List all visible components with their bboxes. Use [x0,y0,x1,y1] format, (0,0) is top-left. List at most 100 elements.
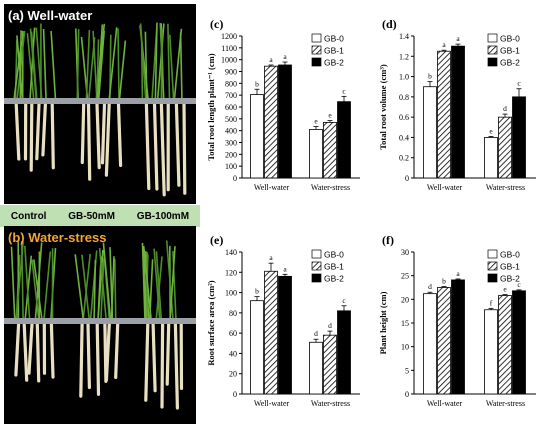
legend-label: GB-1 [500,262,520,272]
y-tick-label: 300 [225,139,237,148]
y-tick-label: 0 [233,390,237,399]
root-strand [35,102,41,161]
bar [451,279,465,395]
y-tick-label: 200 [225,150,237,159]
leaf-blade [139,23,147,99]
legend-swatch [311,249,322,259]
leaf-blade [157,23,165,99]
bar [250,300,264,395]
bar [278,64,292,179]
chart-d-svg: (d) 0 0.2 0.4 0.6 0.8 1.0 1.2 1.4 Total root volu… [378,17,536,192]
root-strand [86,322,91,390]
bar [484,309,498,395]
leaf-blade [81,254,90,319]
leaf-blade [108,27,118,99]
legend-label: GB-1 [500,46,520,56]
leaf-blade [50,30,57,99]
chart-d: (d) 0 0.2 0.4 0.6 0.8 1.0 1.2 1.4 Total root volu… [372,0,548,212]
y-tick-label: 1.2 [399,52,409,61]
leaf-blade [16,35,24,99]
root-strand [86,102,92,181]
significance-letter: e [489,126,493,135]
bar [264,270,278,395]
leaf-blade [144,31,148,99]
x-tick-label: Well-water [427,399,463,408]
leaf-blade [160,29,163,99]
significance-letter: a [269,253,273,262]
legend-swatch [487,273,498,283]
y-tick-label: 400 [225,127,237,136]
leaf-blade [179,32,183,99]
root-strand [95,102,101,170]
y-tick-label: 60 [229,329,237,338]
panel-letter: (f) [382,233,394,247]
leaf-blade [10,246,16,319]
chart-c: (c) 0 100 200 300 400 500 600 700 800 900 1000 1100 1… [200,0,372,212]
bar [437,50,451,179]
y-tick-label: 900 [225,68,237,77]
y-tick-label: 80 [229,309,237,318]
leaf-blade [24,255,33,319]
photo-b-label: (b) Water-stress [8,230,107,245]
root-strand [160,322,165,409]
panel-letter: (d) [382,17,397,31]
rice-roots-illustration [4,22,196,197]
y-tick-label: 15 [401,319,409,328]
y-tick-label: 140 [225,248,237,257]
bar [337,310,351,395]
chart-e: (e) 0 20 40 60 80 100 120 140 Root surface area (… [200,216,372,428]
root-strand [50,102,55,170]
root-strand [114,322,120,379]
leaf-blade [89,250,98,319]
treatment-gb100: GB-100mM [136,210,190,222]
legend-swatch [487,45,498,55]
significance-letter: d [314,329,318,338]
root-strand [35,322,41,383]
significance-letter: c [517,79,521,88]
y-tick-label: 40 [229,349,237,358]
root-strand [116,102,123,168]
leaf-blade [88,37,96,99]
y-tick-label: 0 [405,390,409,399]
y-tick-label: 600 [225,103,237,112]
y-tick-label: 20 [401,295,409,304]
leaf-blade [24,245,31,319]
bar [337,101,351,179]
root-strand [49,322,55,379]
legend-swatch [487,261,498,271]
y-axis-label: Root surface area (cm²) [206,280,216,365]
bar [451,45,465,179]
x-tick-label: Water-stress [486,399,525,408]
bar [264,65,278,179]
leaf-blade [19,30,22,99]
y-tick-label: 120 [225,268,237,277]
significance-letter: e [503,285,507,294]
root-strand [41,102,47,157]
y-tick-label: 0.6 [399,113,409,122]
y-tick-label: 100 [225,289,237,298]
bar [323,334,337,395]
bar [250,94,264,179]
leaf-blade [35,27,43,99]
leaf-blade [154,22,158,99]
leaf-blade [98,248,107,319]
leaf-blade [141,242,146,319]
legend-label: GB-2 [500,58,520,68]
significance-letter: c [342,86,346,95]
significance-letter: b [255,79,259,88]
bar [498,116,512,179]
y-tick-label: 700 [225,91,237,100]
y-tick-label: 25 [401,272,409,281]
x-tick-label: Water-stress [311,399,350,408]
chart-e-svg: (e) 0 20 40 60 80 100 120 140 Root surface area (… [206,233,360,408]
treatment-gb50: GB-50mM [68,210,115,222]
root-strand [174,102,181,187]
x-tick-label: Well-water [427,183,463,192]
root-strand [165,322,171,386]
leaf-blade [100,258,105,319]
leaf-blade [165,240,174,319]
leaf-blade [42,28,47,99]
significance-letter: b [255,287,259,296]
chart-f: (f) 0 5 10 15 20 25 30 Plant height (cm) d b a Well-… [372,216,548,428]
bar [512,290,526,395]
